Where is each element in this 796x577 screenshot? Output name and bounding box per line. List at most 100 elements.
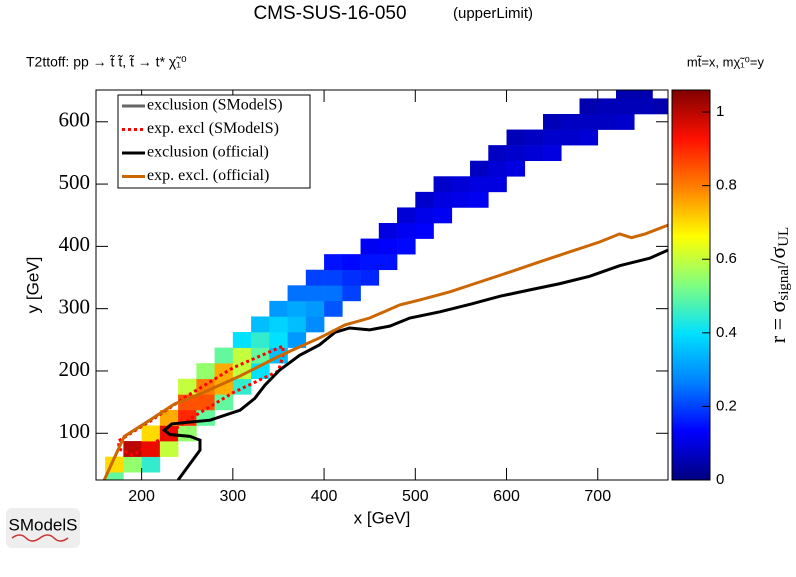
- contours: [102, 223, 668, 480]
- z-title-part: UL: [776, 227, 792, 247]
- x-tick-label: 400: [311, 488, 338, 505]
- heatmap-cell: [159, 409, 179, 426]
- logo: SModelS: [6, 508, 80, 548]
- heatmap-cell: [506, 160, 526, 177]
- heatmap-cell: [506, 145, 526, 162]
- heatmap-cell: [360, 238, 380, 255]
- heatmap-cell: [470, 160, 489, 177]
- heatmap-cell: [305, 300, 325, 317]
- heatmap-cell: [470, 176, 489, 193]
- heatmap-cell: [360, 269, 380, 286]
- heatmap-cell: [378, 238, 398, 255]
- heatmap-cell: [324, 254, 343, 271]
- heatmap-cell: [232, 347, 252, 364]
- heatmap-cell: [433, 176, 453, 193]
- legend-label: exclusion (official): [147, 144, 269, 161]
- contour-line: [162, 248, 668, 480]
- heatmap-cell: [415, 191, 434, 208]
- heatmap-cell: [524, 129, 544, 146]
- chart-title: CMS-SUS-16-050: [253, 3, 406, 24]
- heatmap-cell: [141, 456, 161, 473]
- mass-label: mt̃=x, mχ̃₁⁰=y: [687, 54, 765, 69]
- heatmap-cell: [305, 269, 325, 286]
- heatmap-cell: [196, 409, 215, 426]
- heatmap-cell: [305, 285, 325, 302]
- heatmap-cell: [232, 378, 252, 395]
- z-axis-title: r = σsignal/σUL: [765, 227, 792, 343]
- axes: 200 300 400 500 600 700 100 200 300 400 500 600: [59, 90, 668, 505]
- y-tick-label: 400: [59, 232, 91, 256]
- legend-label: exp. excl (SModelS): [147, 120, 279, 137]
- heatmap-cell: [543, 129, 562, 146]
- heatmap-cell: [378, 223, 398, 239]
- heatmap-cell: [214, 363, 234, 380]
- x-tick-label: 500: [402, 488, 429, 505]
- z-tick-label: 1: [716, 103, 724, 120]
- legend-label: exp. excl. (official): [147, 167, 269, 184]
- heatmap-cell: [269, 316, 288, 333]
- logo-wave: [11, 534, 69, 542]
- heatmap-cell: [123, 456, 142, 473]
- heatmap-cell: [543, 145, 562, 162]
- heatmap-cell: [451, 176, 471, 193]
- heatmap-cell: [159, 441, 179, 457]
- heatmap-cell: [652, 98, 668, 115]
- plot-frame: [95, 89, 669, 481]
- heatmap-cell: [579, 98, 599, 115]
- heatmap-cell: [360, 254, 380, 271]
- heatmap-cell: [196, 394, 215, 411]
- heatmap-cell: [579, 113, 599, 130]
- heatmap-cell: [324, 269, 343, 286]
- z-tick-label: 0: [716, 471, 724, 488]
- z-tick-label: 0.4: [716, 324, 737, 341]
- heatmap-cell: [324, 300, 343, 317]
- heatmap-cell: [561, 129, 580, 146]
- y-tick-label: 300: [59, 294, 91, 318]
- heatmap-cell: [488, 160, 507, 177]
- process-label: T2ttoff: pp → t̃ t̃, t̃ → t* χ̃₁⁰: [26, 54, 187, 70]
- heatmap-cell: [415, 207, 434, 224]
- heatmap-cell: [616, 98, 635, 115]
- contour-line: [117, 343, 285, 457]
- x-tick-label: 200: [128, 488, 155, 505]
- legend-box: [117, 94, 311, 189]
- heatmap-cell: [324, 285, 343, 302]
- x-tick-label: 600: [493, 488, 520, 505]
- heatmap-cell: [287, 285, 307, 302]
- z-title-part: r = σ: [765, 300, 790, 343]
- z-tick-label: 0.8: [716, 177, 737, 194]
- heatmap-cell: [305, 316, 325, 333]
- heatmap-cell: [524, 145, 544, 162]
- legend: exclusion (SModelS) exp. excl (SModelS) ex…: [117, 94, 311, 189]
- z-title-part: signal: [776, 265, 792, 301]
- heatmap-cell: [634, 98, 653, 115]
- colorbar-axis: 0 0.2 0.4 0.6 0.8 1: [702, 103, 737, 488]
- heatmap-cell: [178, 378, 197, 395]
- x-tick-label: 700: [584, 488, 611, 505]
- heatmap-cell: [616, 90, 635, 99]
- z-tick-label: 0.6: [716, 250, 737, 267]
- heatmap-cell: [415, 223, 434, 239]
- heatmap-cell: [488, 145, 507, 162]
- heatmap-cell: [196, 363, 215, 380]
- heatmap-cell: [597, 113, 617, 130]
- heatmap-cell: [342, 269, 361, 286]
- x-tick-label: 300: [219, 488, 246, 505]
- heatmap-cell: [269, 332, 288, 348]
- heatmap-cell: [488, 176, 507, 193]
- x-axis-title: x [GeV]: [354, 508, 411, 527]
- legend-label: exclusion (SModelS): [147, 97, 283, 114]
- heatmap-cell: [433, 191, 453, 208]
- heatmap-cell: [287, 332, 307, 348]
- y-tick-label: 200: [59, 357, 91, 381]
- heatmap-cell: [141, 441, 161, 457]
- heatmap-cell: [506, 129, 526, 146]
- colorbar: [671, 89, 711, 481]
- logo-text: SModelS: [9, 515, 78, 534]
- heatmap-cell: [397, 223, 416, 239]
- chart-subtitle: (upperLimit): [453, 5, 533, 22]
- heatmap-cell: [561, 113, 580, 130]
- z-title-part: /σ: [765, 247, 790, 265]
